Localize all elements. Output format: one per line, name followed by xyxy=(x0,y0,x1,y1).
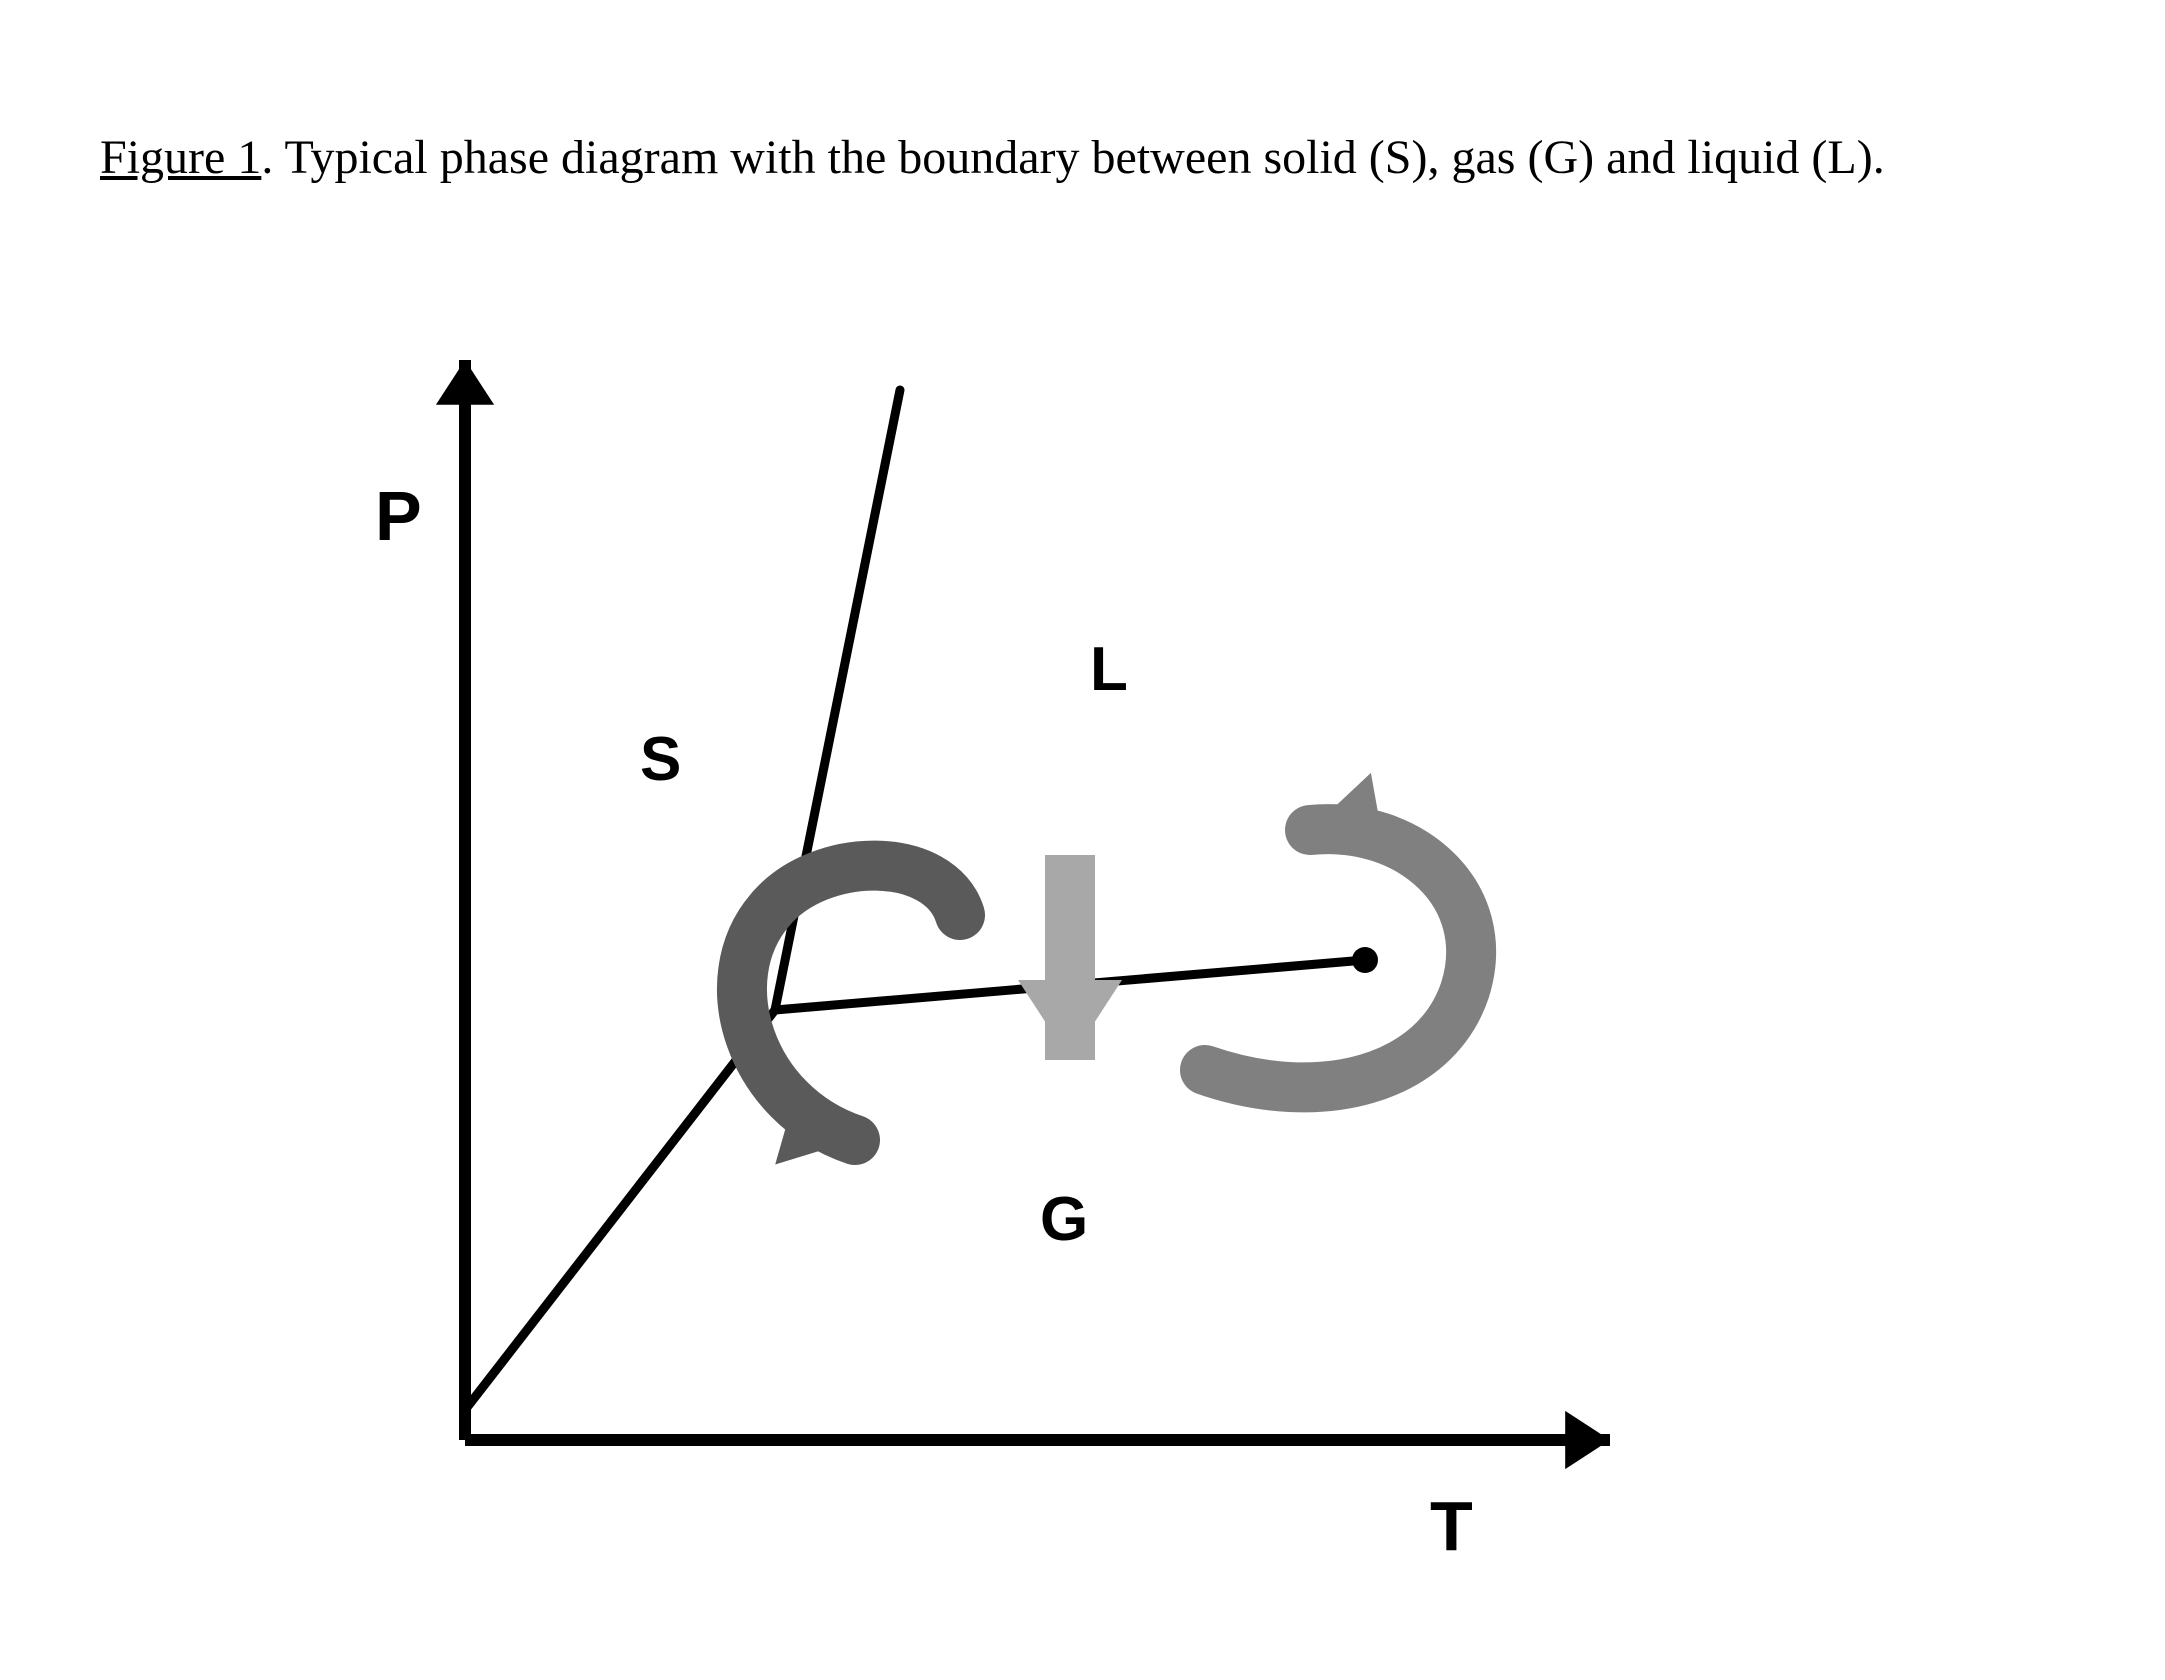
caption-separator: . xyxy=(261,131,284,184)
critical-point xyxy=(1352,947,1378,973)
sublimation-curve xyxy=(465,1010,775,1410)
region-label-g: G xyxy=(1040,1185,1088,1254)
y-axis-label: P xyxy=(375,477,422,555)
x-axis-label: T xyxy=(1430,1487,1473,1565)
region-label-s: S xyxy=(640,725,681,794)
caption-text: Typical phase diagram with the boundary … xyxy=(284,131,1884,184)
figure-label: Figure 1 xyxy=(100,131,261,184)
phase-diagram-svg: P T S L G xyxy=(300,350,1650,1600)
phase-diagram: P T S L G xyxy=(300,350,1650,1600)
figure-caption: Figure 1. Typical phase diagram with the… xyxy=(100,130,1885,185)
region-label-l: L xyxy=(1090,635,1128,704)
